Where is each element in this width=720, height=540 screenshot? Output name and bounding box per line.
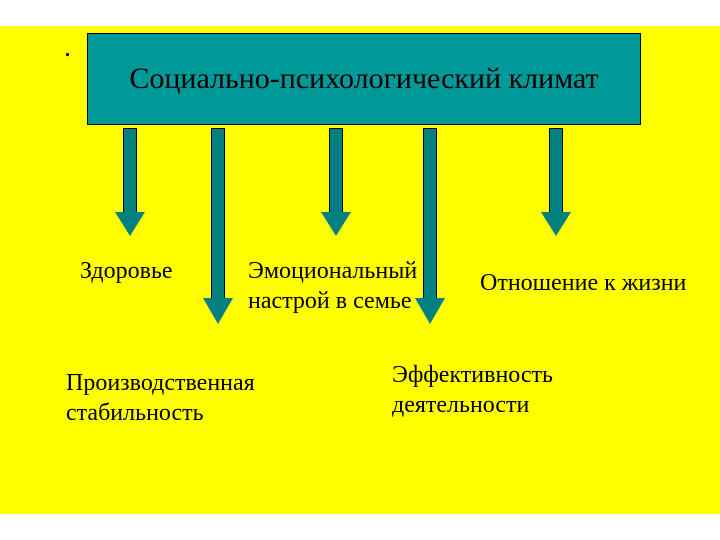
- arrow-head: [415, 298, 445, 324]
- arrow-shaft: [123, 128, 137, 212]
- label-5: Эффективность деятельности: [392, 360, 553, 420]
- dot-marker: .: [64, 32, 71, 64]
- arrow-shaft: [211, 128, 225, 298]
- arrow-head: [321, 212, 351, 236]
- arrow-shaft: [423, 128, 437, 298]
- label-4: Производственная стабильность: [66, 368, 255, 428]
- arrow-1: [115, 128, 145, 236]
- arrow-4: [415, 128, 445, 324]
- main-concept-label: Социально-психологический климат: [129, 62, 598, 96]
- arrow-head: [115, 212, 145, 236]
- arrow-shaft: [329, 128, 343, 212]
- arrow-5: [541, 128, 571, 236]
- arrow-3: [321, 128, 351, 236]
- arrow-2: [203, 128, 233, 324]
- label-1: Здоровье: [80, 256, 173, 286]
- label-3: Отношение к жизни: [480, 268, 686, 298]
- arrow-shaft: [549, 128, 563, 212]
- label-2: Эмоциональный настрой в семье: [248, 256, 417, 316]
- main-concept-box: Социально-психологический климат: [87, 33, 641, 125]
- arrow-head: [541, 212, 571, 236]
- arrow-head: [203, 298, 233, 324]
- diagram-canvas: . Социально-психологический климат Здоро…: [0, 0, 720, 540]
